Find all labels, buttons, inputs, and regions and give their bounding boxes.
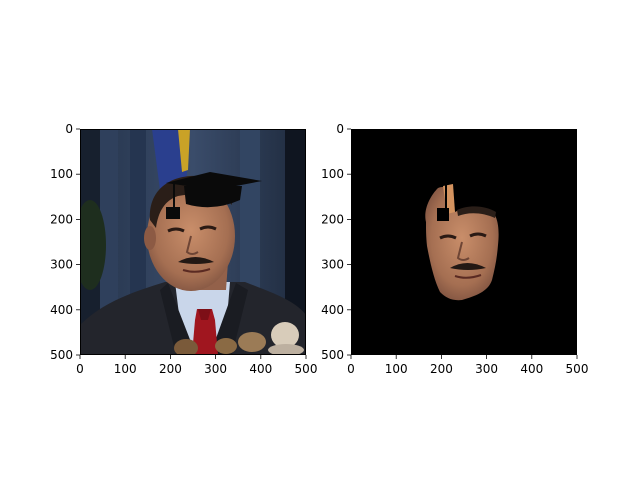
right-segmented-image [351,129,577,355]
left-y-tick-label: 300 [50,258,73,272]
left-x-tick-label: 0 [76,362,84,376]
right-x-tick-label: 500 [566,362,589,376]
right-x-tick-label: 400 [520,362,543,376]
right-y-ticks: 0 100 200 300 400 500 [321,122,351,362]
left-axes-frame [80,129,306,355]
left-photo-image [80,129,306,355]
right-axes: 0 100 200 300 400 500 0 100 200 300 400 500 [321,122,588,376]
right-x-tick-label: 300 [475,362,498,376]
right-x-ticks: 0 100 200 300 400 500 [347,355,588,376]
right-y-tick-label: 100 [321,167,344,181]
right-y-tick-label: 0 [336,122,344,136]
left-y-ticks: 0 100 200 300 400 500 [50,122,80,362]
left-x-tick-label: 400 [249,362,272,376]
left-y-tick-label: 400 [50,303,73,317]
right-axes-frame [351,129,577,355]
left-x-tick-label: 200 [159,362,182,376]
left-x-tick-label: 500 [295,362,318,376]
left-y-tick-label: 500 [50,348,73,362]
right-y-tick-label: 500 [321,348,344,362]
right-y-tick-label: 400 [321,303,344,317]
right-x-tick-label: 0 [347,362,355,376]
left-y-tick-label: 0 [65,122,73,136]
left-axes: 0 100 200 300 400 500 0 100 200 300 400 500 [50,122,317,376]
left-x-tick-label: 100 [114,362,137,376]
right-y-tick-label: 200 [321,212,344,226]
left-y-tick-label: 100 [50,167,73,181]
left-x-ticks: 0 100 200 300 400 500 [76,355,317,376]
left-x-tick-label: 300 [204,362,227,376]
right-x-tick-label: 200 [430,362,453,376]
left-y-tick-label: 200 [50,212,73,226]
right-x-tick-label: 100 [385,362,408,376]
right-y-tick-label: 300 [321,258,344,272]
